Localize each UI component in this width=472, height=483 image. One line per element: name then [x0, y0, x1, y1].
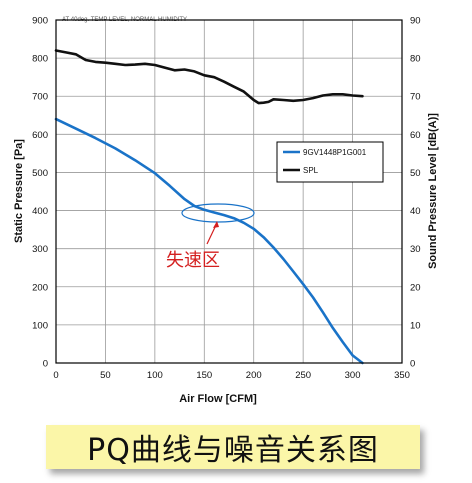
stall-arrow-head	[213, 221, 219, 228]
y2-tick-label: 50	[410, 168, 421, 179]
y-axis-label: Static Pressure [Pa]	[13, 139, 25, 243]
y2-tick-label: 40	[410, 206, 421, 217]
y-tick-labels: 0 100 200 300 400 500 600 700 800 900	[32, 16, 48, 370]
y2-tick-label: 80	[410, 54, 421, 65]
caption-box: PQ曲线与噪音关系图	[46, 425, 420, 469]
y2-tick-label: 20	[410, 282, 421, 293]
y2-tick-label: 70	[410, 92, 421, 103]
x-tick-label: 300	[345, 370, 361, 381]
y2-axis-label: Sound Pressure Level [dB(A)]	[427, 113, 439, 269]
grid	[55, 19, 403, 364]
x-tick-label: 100	[147, 370, 163, 381]
stall-annotation: 失速区	[166, 203, 255, 270]
x-tick-label: 50	[100, 370, 111, 381]
y2-tick-label: 0	[410, 359, 415, 370]
x-tick-label: 250	[295, 370, 311, 381]
y2-tick-label: 10	[410, 320, 421, 331]
x-tick-label: 0	[53, 370, 58, 381]
x-axis-label: Air Flow [CFM]	[179, 393, 257, 405]
y-tick-label: 800	[32, 54, 48, 65]
legend-label-series-1: 9GV1448P1G001	[303, 148, 367, 157]
y2-tick-label: 60	[410, 130, 421, 141]
x-tick-label: 200	[246, 370, 262, 381]
y-tick-label: 900	[32, 16, 48, 27]
x-tick-label: 150	[196, 370, 212, 381]
legend-box	[276, 141, 384, 183]
stall-region-ellipse	[181, 203, 255, 223]
legend: 9GV1448P1G001 SPL	[276, 141, 384, 183]
plot-frame	[55, 19, 403, 364]
series-lines	[54, 49, 364, 365]
stall-label: 失速区	[166, 250, 220, 270]
y2-tick-label: 30	[410, 244, 421, 255]
y-tick-label: 600	[32, 130, 48, 141]
y-tick-label: 0	[43, 359, 48, 370]
x-tick-label: 350	[394, 370, 410, 381]
y2-tick-label: 90	[410, 16, 421, 27]
y-tick-label: 500	[32, 168, 48, 179]
series-line-2	[54, 49, 364, 105]
y-tick-label: 300	[32, 244, 48, 255]
y2-tick-labels: 0 10 20 30 40 50 60 70 80 90	[410, 16, 421, 370]
x-tick-labels: 0 50 100 150 200 250 300 350	[53, 370, 410, 381]
y-tick-label: 200	[32, 282, 48, 293]
legend-label-series-2: SPL	[303, 166, 319, 175]
y-tick-label: 400	[32, 206, 48, 217]
caption-title: PQ曲线与噪音关系图	[87, 433, 379, 468]
y-tick-label: 100	[32, 320, 48, 331]
y-tick-label: 700	[32, 92, 48, 103]
